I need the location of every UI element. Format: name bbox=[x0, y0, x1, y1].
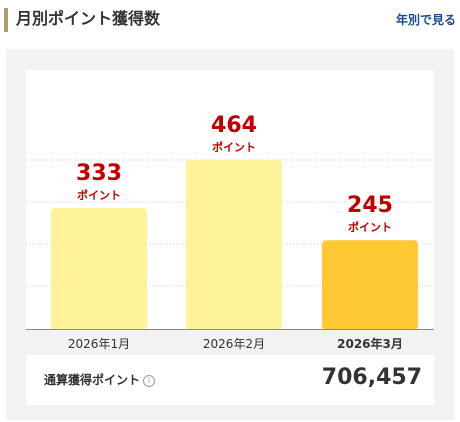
bar-1 bbox=[51, 207, 147, 330]
x-tick-label-3: 2026年3月 bbox=[337, 337, 403, 351]
monthly-points-chart: 333 ポイント 464 ポイント 245 ポイント bbox=[26, 70, 434, 330]
bar-value-label-2: 464 bbox=[211, 113, 257, 138]
bar-unit-label-2: ポイント bbox=[212, 140, 256, 154]
total-points-card: 通算獲得ポイント i 706,457 bbox=[26, 355, 434, 405]
x-tick-label-1: 2026年1月 bbox=[67, 337, 131, 351]
bar-value-label-3: 245 bbox=[347, 193, 393, 218]
header-accent-bar bbox=[4, 8, 8, 32]
section-header: 月別ポイント獲得数 年別で見る bbox=[0, 0, 460, 44]
bar-2 bbox=[186, 160, 282, 330]
total-points-label-wrap: 通算獲得ポイント i bbox=[44, 372, 156, 388]
x-tick-label-2: 2026年2月 bbox=[202, 337, 266, 351]
points-panel: 333 ポイント 464 ポイント 245 ポイント 通算獲得ポイント i 706,457 … bbox=[6, 49, 454, 420]
total-points-value: 706,457 bbox=[321, 365, 422, 390]
bar-3 bbox=[322, 240, 418, 330]
total-points-label: 通算獲得ポイント bbox=[44, 373, 141, 387]
page-title: 月別ポイント獲得数 bbox=[16, 9, 161, 28]
info-icon[interactable]: i bbox=[143, 375, 156, 387]
bar-value-label-1: 333 bbox=[76, 161, 122, 186]
bar-unit-label-3: ポイント bbox=[348, 220, 392, 234]
bar-unit-label-1: ポイント bbox=[77, 188, 121, 202]
view-by-year-link[interactable]: 年別で見る bbox=[395, 13, 456, 27]
bar-chart: 333 ポイント 464 ポイント 245 ポイント bbox=[26, 113, 434, 330]
